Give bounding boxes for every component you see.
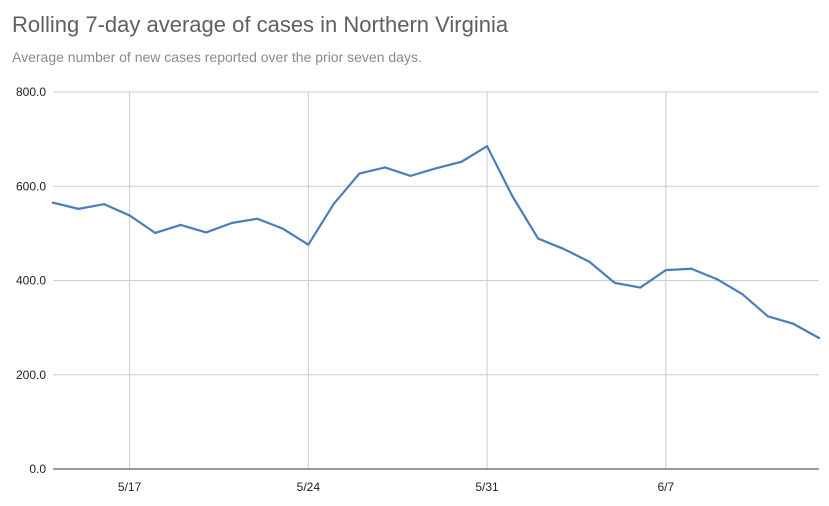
data-point: [588, 260, 591, 263]
data-point: [307, 243, 310, 246]
y-tick-label: 600.0: [16, 179, 46, 193]
data-point: [154, 231, 157, 235]
x-tick-label: 6/7: [657, 480, 674, 494]
data-point: [205, 231, 208, 234]
data-point: [511, 195, 514, 198]
chart-subtitle: Average number of new cases reported ove…: [12, 49, 422, 65]
data-point: [102, 203, 106, 206]
data-point: [77, 207, 80, 210]
data-point: [741, 293, 744, 296]
x-tick-label: 5/31: [475, 480, 499, 494]
data-point: [383, 166, 387, 169]
x-tick-label: 5/24: [297, 480, 321, 494]
data-point: [485, 145, 489, 148]
series-layer: [51, 145, 821, 340]
data-point: [128, 214, 131, 217]
data-point: [664, 269, 667, 272]
data-point: [51, 201, 55, 204]
data-point: [179, 223, 182, 226]
y-tick-label: 800.0: [16, 85, 46, 99]
data-point: [715, 277, 718, 281]
data-point: [358, 172, 361, 175]
tick-labels: 0.0 200.0 400.0 600.0 800.0 5/17 5/24 5/31 6/7: [16, 85, 674, 494]
data-point: [434, 167, 438, 170]
gridlines: [53, 91, 819, 469]
data-point: [537, 237, 540, 240]
data-point: [817, 336, 821, 340]
data-point: [613, 281, 616, 284]
y-tick-label: 400.0: [16, 274, 46, 288]
y-tick-label: 200.0: [16, 368, 46, 382]
data-point: [639, 286, 642, 289]
data-point: [766, 315, 770, 318]
y-tick-label: 0.0: [29, 462, 46, 476]
data-point: [562, 247, 565, 251]
data-point: [281, 227, 284, 230]
data-point: [409, 174, 412, 177]
data-point: [332, 202, 335, 205]
data-point: [792, 322, 795, 325]
x-tick-label: 5/17: [118, 480, 142, 494]
data-point: [460, 160, 463, 163]
chart-title: Rolling 7-day average of cases in Northe…: [12, 12, 509, 37]
data-point: [256, 217, 259, 220]
data-point: [230, 221, 233, 225]
data-point: [690, 267, 693, 270]
series-line: [51, 145, 821, 340]
